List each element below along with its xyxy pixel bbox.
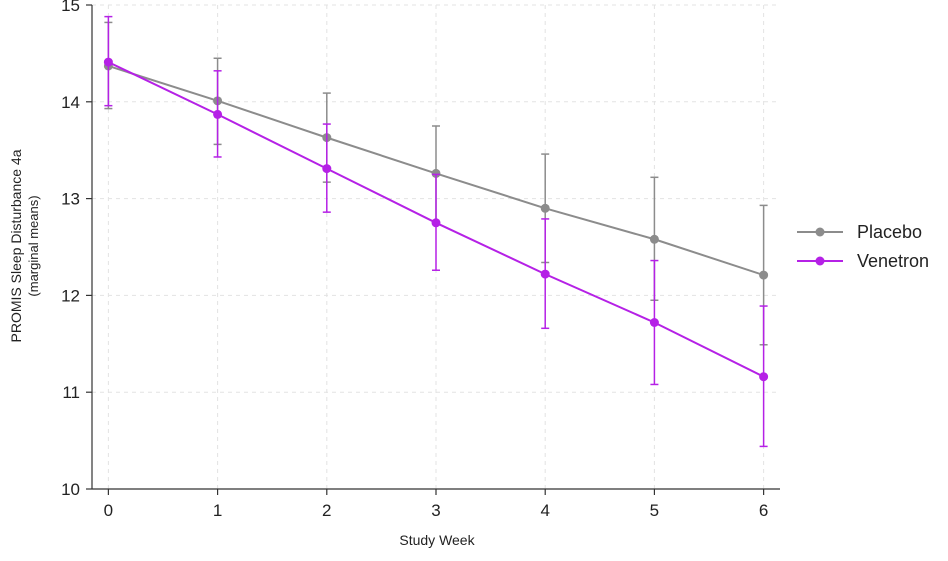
y-tick-label-0: 10 (61, 480, 80, 499)
legend-label-venetron: Venetron (857, 251, 929, 271)
x-tick-label-5: 5 (650, 501, 659, 520)
series-layer (103, 15, 769, 448)
venetron-point (103, 57, 113, 67)
venetron-point (649, 318, 659, 328)
x-tick-label-2: 2 (322, 501, 331, 520)
venetron-point (759, 372, 769, 382)
y-tick-label-4: 14 (61, 93, 80, 112)
legend-item-placebo: Placebo (797, 222, 922, 242)
venetron-point (540, 269, 550, 279)
placebo-point (540, 203, 550, 213)
x-tick-label-6: 6 (759, 501, 768, 520)
legend-label-placebo: Placebo (857, 222, 922, 242)
legend-item-venetron: Venetron (797, 251, 929, 271)
venetron-point (213, 109, 223, 119)
legend: Placebo Venetron (797, 222, 929, 271)
venetron-point (431, 218, 441, 228)
axes (86, 4, 780, 495)
x-tick-label-4: 4 (540, 501, 549, 520)
venetron-point (322, 164, 332, 174)
y-axis-subtitle: (marginal means) (26, 195, 41, 296)
x-tick-label-1: 1 (213, 501, 222, 520)
x-axis-title: Study Week (399, 532, 475, 548)
x-tick-label-0: 0 (104, 501, 113, 520)
y-tick-label-3: 13 (61, 190, 80, 209)
legend-marker-placebo (815, 227, 825, 237)
placebo-point (759, 270, 769, 280)
placebo-point (649, 234, 659, 244)
x-tick-label-3: 3 (431, 501, 440, 520)
y-tick-label-1: 11 (62, 383, 80, 402)
legend-marker-venetron (815, 256, 825, 266)
y-axis-title: PROMIS Sleep Disturbance 4a (8, 149, 24, 342)
placebo-point (431, 168, 441, 178)
y-tick-label-2: 12 (61, 286, 80, 305)
series-venetron (103, 15, 769, 448)
y-tick-label-5: 15 (61, 0, 80, 15)
